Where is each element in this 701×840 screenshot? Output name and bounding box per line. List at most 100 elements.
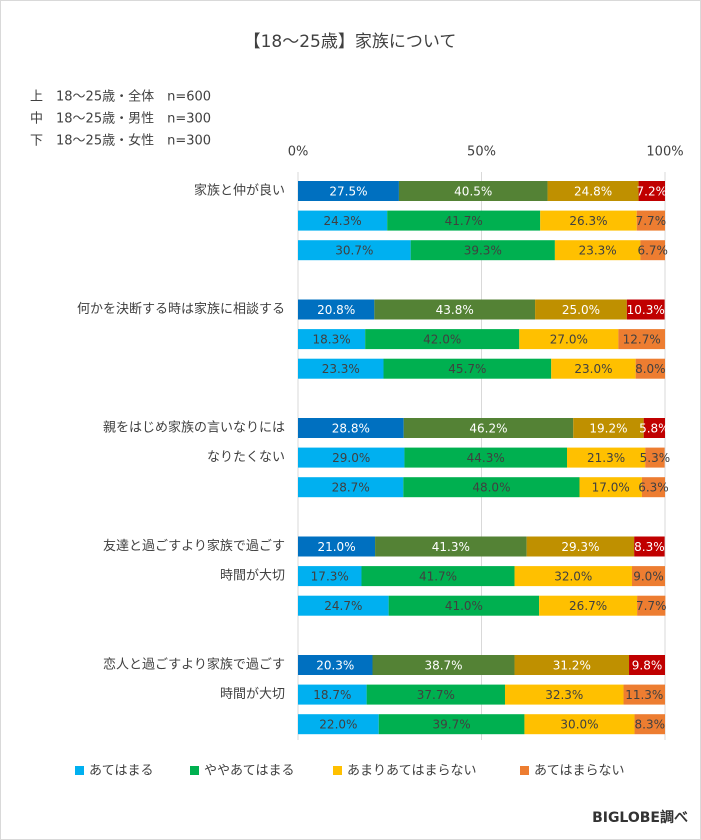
value-label: 27.0%: [550, 333, 588, 347]
chart-title: 【18～25歳】家族について: [244, 32, 457, 52]
value-label: 6.3%: [638, 481, 669, 495]
x-tick-label: 100%: [646, 145, 683, 160]
bar-segment: [514, 655, 630, 675]
bar-segment: [298, 714, 379, 735]
value-label: 44.3%: [467, 451, 505, 465]
bar-segment: [387, 210, 541, 231]
value-label: 8.3%: [635, 718, 666, 732]
bar-segment: [540, 210, 637, 231]
value-label: 7.2%: [637, 185, 668, 199]
value-label: 29.3%: [561, 540, 599, 554]
bar-segment: [378, 714, 525, 735]
bar-segment: [641, 477, 665, 498]
value-label: 39.3%: [464, 244, 502, 258]
value-label: 32.3%: [545, 688, 583, 702]
bar-segment: [634, 536, 665, 557]
bar-segment: [504, 684, 624, 705]
value-label: 9.8%: [632, 659, 663, 673]
bar-segment: [524, 714, 635, 735]
bar-segment: [618, 329, 665, 350]
bar-segment: [623, 684, 665, 705]
value-label: 6.7%: [637, 244, 668, 258]
category-label: なりたくない: [207, 450, 285, 465]
note: 中 18～25歳・男性 n=300: [30, 112, 211, 127]
bar-segment: [626, 299, 665, 320]
legend-label: あてはまる: [89, 764, 153, 779]
value-label: 42.0%: [423, 333, 461, 347]
bar-segment: [403, 477, 580, 498]
category-label: 友達と過ごすより家族で過ごす: [103, 538, 285, 554]
bar-segment: [567, 447, 646, 468]
bar-segment: [637, 595, 666, 616]
value-label: 30.0%: [560, 718, 598, 732]
value-label: 31.2%: [553, 659, 591, 673]
value-label: 40.5%: [454, 185, 492, 199]
value-label: 46.2%: [469, 422, 507, 436]
value-label: 19.2%: [589, 422, 627, 436]
bar-segment: [635, 358, 665, 379]
note: 下 18～25歳・女性 n=300: [30, 133, 211, 149]
value-label: 41.7%: [419, 570, 457, 584]
bar-segment: [298, 684, 367, 705]
bar-segment: [398, 181, 548, 201]
category-label: 時間が大切: [220, 687, 285, 702]
value-label: 39.7%: [433, 718, 471, 732]
value-label: 8.3%: [634, 540, 665, 554]
value-label: 48.0%: [472, 481, 510, 495]
bar-segment: [579, 477, 642, 498]
value-label: 8.0%: [635, 362, 666, 376]
value-label: 29.0%: [332, 451, 370, 465]
bar-segment: [631, 566, 665, 587]
category-label: 何かを決断する時は家族に相談する: [77, 301, 285, 317]
value-label: 21.0%: [317, 540, 355, 554]
bar-segment: [573, 418, 644, 438]
bar-segment: [383, 358, 552, 379]
value-label: 20.3%: [316, 659, 354, 673]
value-label: 24.7%: [324, 599, 362, 613]
value-label: 12.7%: [623, 333, 661, 347]
legend-swatch: [190, 766, 199, 775]
bar-segment: [643, 418, 665, 438]
value-label: 28.8%: [332, 422, 370, 436]
legend-swatch: [333, 766, 342, 775]
bar-segment: [535, 299, 627, 320]
bar-segment: [403, 418, 574, 438]
bar-segment: [298, 358, 384, 379]
bar-segment: [298, 536, 376, 557]
bar-segment: [539, 595, 638, 616]
value-label: 11.3%: [625, 688, 663, 702]
value-label: 41.0%: [445, 599, 483, 613]
bar-segment: [298, 566, 362, 587]
value-label: 28.7%: [332, 481, 370, 495]
value-label: 23.0%: [574, 362, 612, 376]
value-label: 25.0%: [562, 303, 600, 317]
value-label: 10.3%: [627, 303, 665, 317]
bar-segment: [298, 299, 375, 320]
bar-segment: [361, 566, 515, 587]
bar-segment: [634, 714, 665, 735]
legend-label: あてはまらない: [534, 764, 624, 779]
bar-segment: [554, 240, 641, 261]
category-label: 恋人と過ごすより家族で過ごす: [103, 657, 285, 673]
bar-segment: [410, 240, 555, 261]
bar-segment: [526, 536, 635, 557]
value-label: 38.7%: [424, 659, 462, 673]
source: BIGLOBE調べ: [592, 809, 688, 826]
value-label: 18.3%: [313, 333, 351, 347]
value-label: 32.0%: [554, 570, 592, 584]
bar-segment: [298, 447, 405, 468]
bar-segment: [298, 595, 389, 616]
value-label: 21.3%: [587, 451, 625, 465]
x-tick-label: 0%: [288, 145, 309, 160]
bar-segment: [645, 447, 665, 468]
value-label: 24.8%: [574, 185, 612, 199]
bar-segment: [375, 536, 527, 557]
value-label: 7.7%: [636, 599, 667, 613]
value-label: 23.3%: [579, 244, 617, 258]
bar-segment: [404, 447, 568, 468]
bar-segment: [638, 181, 665, 201]
value-label: 45.7%: [448, 362, 486, 376]
x-tick-label: 50%: [467, 145, 496, 160]
bar-segment: [298, 477, 404, 498]
value-label: 43.8%: [436, 303, 474, 317]
